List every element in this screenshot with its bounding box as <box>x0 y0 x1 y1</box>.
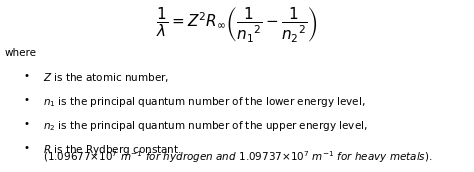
Text: $n_1$ is the principal quantum number of the lower energy level,: $n_1$ is the principal quantum number of… <box>43 95 365 109</box>
Text: $(1.09677{\times}10^7\ m^{-1}\ \mathit{for\ hydrogen\ and}\ 1.09737{\times}10^7\: $(1.09677{\times}10^7\ m^{-1}\ \mathit{f… <box>43 149 432 165</box>
Text: •: • <box>23 71 29 80</box>
Text: •: • <box>23 95 29 105</box>
Text: $\dfrac{1}{\lambda} = Z^2 R_{\infty}\left(\dfrac{1}{{n_1}^{2}} - \dfrac{1}{{n_2}: $\dfrac{1}{\lambda} = Z^2 R_{\infty}\lef… <box>156 5 318 44</box>
Text: $n_2$ is the principal quantum number of the upper energy level,: $n_2$ is the principal quantum number of… <box>43 119 367 133</box>
Text: •: • <box>23 119 29 129</box>
Text: $Z$ is the atomic number,: $Z$ is the atomic number, <box>43 71 169 84</box>
Text: $R$ is the Rydberg constant.: $R$ is the Rydberg constant. <box>43 143 182 157</box>
Text: where: where <box>5 48 37 58</box>
Text: •: • <box>23 143 29 153</box>
